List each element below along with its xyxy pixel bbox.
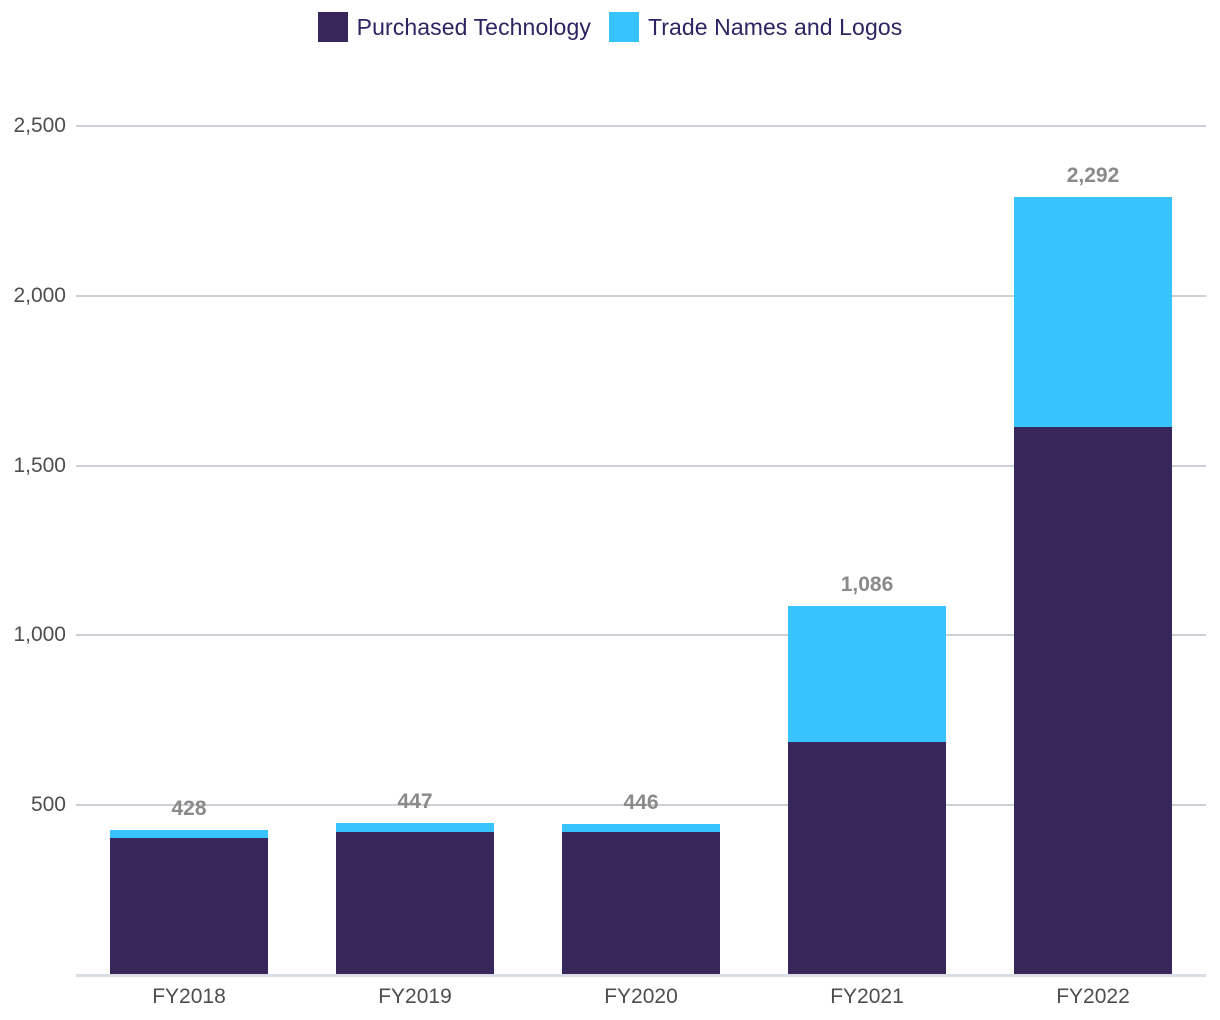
bar-segment-trade-names-and-logos <box>562 823 720 833</box>
gridline <box>76 294 1206 297</box>
legend-item-label: Trade Names and Logos <box>647 13 903 40</box>
y-axis-tick-label: 2,000 <box>13 283 66 307</box>
bar-slot: 2,292 <box>980 126 1206 975</box>
bar-fy2020 <box>562 823 720 975</box>
bar-segment-trade-names-and-logos <box>788 606 946 742</box>
plot-area: 428 447 446 1,086 2,292 <box>76 125 1206 977</box>
gridline <box>76 125 1206 127</box>
bar-slot: 1,086 <box>754 126 980 975</box>
bar-slot: 446 <box>528 126 754 975</box>
bar-fy2021 <box>788 606 946 975</box>
bar-segment-purchased-technology <box>562 832 720 975</box>
bar-fy2019 <box>336 823 494 975</box>
gridline <box>76 634 1206 637</box>
bar-segment-purchased-technology <box>336 832 494 975</box>
legend-item: Purchased Technology <box>317 12 591 42</box>
bar-total-label: 1,086 <box>840 573 894 597</box>
bar-total-label: 428 <box>171 796 207 820</box>
bar-segment-trade-names-and-logos <box>110 829 268 839</box>
bar-total-label: 447 <box>397 790 433 814</box>
bar-segment-purchased-technology <box>110 838 268 975</box>
gridline <box>76 464 1206 467</box>
x-axis-tick-label: FY2018 <box>152 985 226 1008</box>
x-axis-tick-label: FY2021 <box>830 985 904 1008</box>
y-axis-tick-label: 1,500 <box>13 453 66 477</box>
bar-fy2018 <box>110 829 268 975</box>
bar-segment-trade-names-and-logos <box>336 823 494 833</box>
legend-item: Trade Names and Logos <box>608 12 903 42</box>
bar-slots: 428 447 446 1,086 2,292 <box>76 126 1206 975</box>
x-axis-tick-label: FY2019 <box>378 985 452 1008</box>
legend: Purchased Technology Trade Names and Logo… <box>0 12 1220 42</box>
cyan-swatch <box>608 12 639 42</box>
bar-total-label: 2,292 <box>1066 163 1120 187</box>
x-axis-tick-label: FY2020 <box>604 985 678 1008</box>
x-axis-tick-label: FY2022 <box>1056 985 1130 1008</box>
x-axis-line <box>76 974 1206 977</box>
y-axis-tick-label: 500 <box>30 793 66 817</box>
legend-item-label: Purchased Technology <box>356 13 591 40</box>
bar-segment-trade-names-and-logos <box>1014 196 1172 427</box>
bar-total-label: 446 <box>623 790 659 814</box>
gridline <box>76 804 1206 807</box>
bar-fy2022 <box>1014 196 1172 975</box>
purple-swatch <box>317 12 348 42</box>
bar-segment-purchased-technology <box>1014 426 1172 975</box>
bar-slot: 447 <box>302 126 528 975</box>
bar-segment-purchased-technology <box>788 741 946 975</box>
y-axis-tick-label: 2,500 <box>13 114 66 137</box>
bar-slot: 428 <box>76 126 302 975</box>
y-axis-tick-label: 1,000 <box>13 623 66 647</box>
